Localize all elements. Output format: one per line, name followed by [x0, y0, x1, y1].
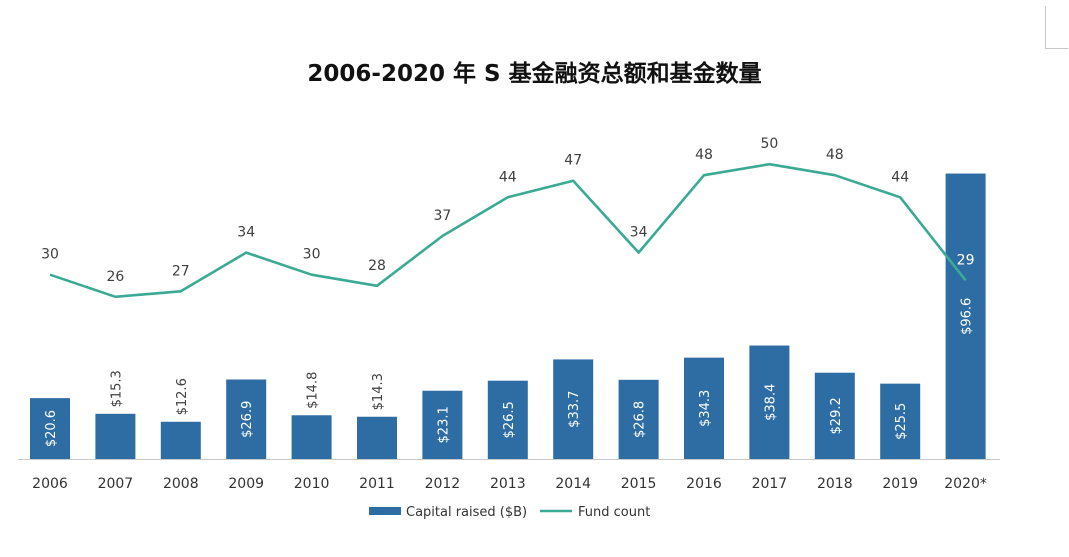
legend-swatch-capital [369, 507, 401, 515]
bar-value-label-2008: $12.6 [175, 378, 190, 415]
bar-2016 [684, 357, 724, 459]
line-value-label-2010: 30 [303, 247, 321, 263]
bar-value-label-2011: $14.3 [371, 373, 386, 410]
line-value-label-2014: 47 [564, 153, 582, 169]
x-tick-label-2013: 2013 [490, 476, 526, 492]
line-value-label-2013: 44 [499, 169, 517, 185]
bar-2013 [487, 380, 528, 459]
bar-value-label-2010: $14.8 [306, 372, 321, 409]
bar-value-label-2007: $15.3 [109, 370, 124, 407]
line-value-label-2017: 50 [760, 136, 778, 152]
bar-2012 [422, 390, 463, 459]
x-tick-label-2016: 2016 [686, 476, 722, 492]
x-tick-label-2012: 2012 [425, 476, 461, 492]
bar-2010 [291, 415, 332, 459]
bar-2015 [618, 379, 659, 459]
bar-value-label-2015: $26.8 [633, 401, 648, 438]
bar-2018 [814, 372, 855, 459]
bar-value-label-2018: $29.2 [829, 397, 844, 434]
x-tick-label-2008: 2008 [163, 476, 199, 492]
line-value-label-2011: 28 [368, 258, 386, 274]
bar-2009 [226, 379, 267, 459]
line-value-label-2007: 26 [106, 269, 124, 285]
bar-2006 [30, 398, 70, 459]
bar-2008 [160, 421, 201, 459]
bar-2014 [553, 359, 594, 459]
x-tick-label-2006: 2006 [32, 476, 68, 492]
legend-label-fund-count: Fund count [578, 505, 650, 520]
bar-value-label-2017: $38.4 [763, 384, 778, 421]
bar-value-label-2013: $26.5 [502, 401, 517, 438]
bar-2019 [880, 383, 921, 459]
x-tick-label-2010: 2010 [294, 476, 330, 492]
bar-value-label-2006: $20.6 [44, 410, 59, 447]
x-tick-label-2017: 2017 [752, 476, 788, 492]
bar-value-label-2014: $33.7 [567, 391, 582, 428]
bar-2011 [357, 416, 397, 459]
x-tick-label-2014: 2014 [555, 476, 591, 492]
line-value-label-2019: 44 [891, 169, 909, 185]
bar-value-label-2019: $25.5 [894, 403, 909, 440]
line-value-label-2018: 48 [826, 147, 844, 163]
x-tick-label-2007: 2007 [98, 476, 134, 492]
chart-title: 2006-2020 年 S 基金融资总额和基金数量 [307, 61, 762, 87]
x-tick-label-2020*: 2020* [944, 476, 987, 492]
x-tick-label-2015: 2015 [621, 476, 657, 492]
bar-value-label-2012: $23.1 [436, 406, 451, 443]
line-value-label-2012: 37 [433, 208, 451, 224]
line-fund-count [49, 162, 967, 299]
line-value-label-2009: 34 [237, 225, 255, 241]
bar-value-label-2009: $26.9 [240, 401, 255, 438]
bar-value-label-2020*: $96.6 [960, 298, 975, 335]
line-value-label-2006: 30 [41, 247, 59, 263]
line-value-label-2016: 48 [695, 147, 713, 163]
bar-value-label-2016: $34.3 [698, 390, 713, 427]
bar-2017 [749, 345, 790, 459]
page-corner-mark [1045, 6, 1068, 49]
x-tick-label-2011: 2011 [359, 476, 395, 492]
bar-2007 [95, 413, 136, 459]
x-tick-label-2009: 2009 [228, 476, 264, 492]
legend-label-capital: Capital raised ($B) [406, 505, 527, 520]
x-tick-label-2018: 2018 [817, 476, 853, 492]
line-value-label-2020*: 29 [957, 252, 975, 268]
bar-2020* [945, 173, 986, 459]
line-value-label-2015: 34 [630, 225, 648, 241]
line-value-label-2008: 27 [172, 263, 190, 279]
x-tick-label-2019: 2019 [882, 476, 918, 492]
